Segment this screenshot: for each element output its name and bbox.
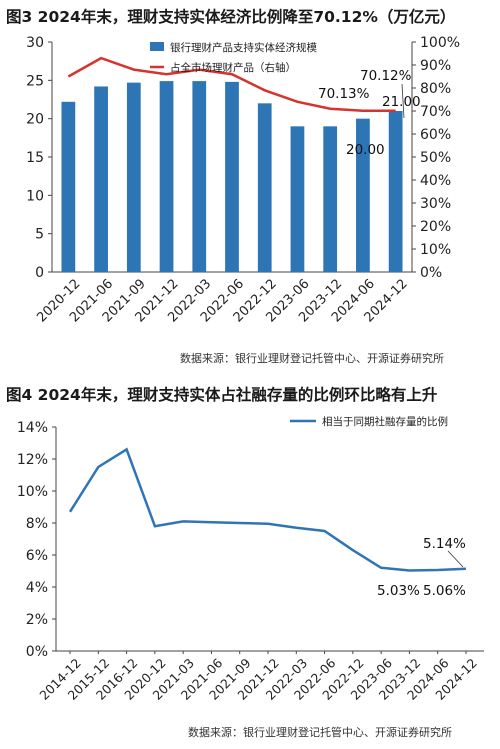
chart1-bar bbox=[126, 82, 141, 272]
annotation-20-00: 20.00 bbox=[346, 142, 385, 158]
chart1-right-tick-label: 0% bbox=[420, 265, 442, 281]
chart2-title: 图4 2024年末，理财支持实体占社融存量的比例环比略有上升 bbox=[6, 386, 438, 404]
chart2-y-tick-label: 14% bbox=[17, 420, 48, 436]
chart1-bar bbox=[159, 81, 174, 272]
annotation-70-12-leader bbox=[401, 83, 405, 119]
chart2-y-tick-label: 10% bbox=[17, 484, 48, 500]
chart1-right-tick-label: 70% bbox=[420, 104, 451, 120]
chart1-bar bbox=[257, 103, 272, 272]
chart2-y-tick-label: 6% bbox=[26, 548, 48, 564]
chart2-ratio-line bbox=[68, 447, 467, 572]
chart1-title: 图3 2024年末，理财支持实体经济比例降至70.12%（万亿元） bbox=[6, 8, 456, 26]
annotation-5-14-leader bbox=[447, 550, 464, 568]
annotation-70-12: 70.12% bbox=[360, 68, 412, 84]
chart1-legend-line-label: 占全市场理财产品（右轴） bbox=[170, 61, 296, 74]
chart1-right-tick-label: 60% bbox=[420, 127, 451, 143]
annotation-5-03: 5.03% bbox=[377, 583, 420, 599]
chart2-y-tick-label: 8% bbox=[26, 516, 48, 532]
chart1-bar bbox=[388, 111, 403, 272]
chart1-left-tick-label: 20 bbox=[26, 112, 44, 128]
chart1-bar bbox=[225, 81, 239, 272]
chart1-right-tick-label: 50% bbox=[420, 150, 451, 166]
chart1-right-tick-label: 100% bbox=[420, 35, 460, 51]
chart1-legend-bar-label: 银行理财产品支持实体经济规模 bbox=[170, 41, 317, 54]
annotation-21-00: 21.00 bbox=[382, 94, 421, 110]
chart1-bar bbox=[323, 126, 338, 272]
chart1-bar bbox=[290, 126, 305, 272]
chart1-left-tick-label: 30 bbox=[26, 35, 44, 51]
chart1-bar bbox=[94, 86, 108, 272]
chart1-bar bbox=[192, 81, 207, 272]
chart1-svg: 0 5 10 15 20 25 30 0% 10% 20% 30% 40% 50% 60% 70% 80% 90… bbox=[26, 35, 460, 325]
chart2-source: 数据来源：银行业理财登记托管中心、开源证券研究所 bbox=[188, 726, 452, 739]
chart2-legend-label: 相当于同期社融存量的比例 bbox=[322, 415, 448, 428]
chart2-y-tick-label: 0% bbox=[26, 644, 48, 660]
chart1-right-tick-label: 30% bbox=[420, 196, 451, 212]
annotation-5-14: 5.14% bbox=[423, 536, 466, 552]
chart2-y-tick-label: 4% bbox=[26, 580, 48, 596]
chart2-svg: 0%2%4%6%8%10%12%14% 2014-122015-122016-1… bbox=[17, 415, 484, 703]
chart1-right-tick-label: 20% bbox=[420, 219, 451, 235]
chart1-legend-bar-swatch bbox=[150, 42, 164, 51]
chart1-bar bbox=[356, 118, 370, 273]
chart1-left-tick-label: 0 bbox=[35, 265, 44, 281]
chart1-right-tick-label: 90% bbox=[420, 58, 451, 74]
chart1-left-tick-label: 5 bbox=[35, 227, 44, 243]
chart1-left-tick-label: 25 bbox=[26, 73, 44, 89]
chart1-left-tick-label: 15 bbox=[26, 150, 44, 166]
chart1-source: 数据来源：银行业理财登记托管中心、开源证券研究所 bbox=[180, 352, 444, 365]
annotation-70-13: 70.13% bbox=[318, 86, 370, 102]
annotation-5-06: 5.06% bbox=[423, 583, 466, 599]
chart1-right-tick-label: 80% bbox=[420, 81, 451, 97]
chart1-left-tick-label: 10 bbox=[26, 188, 44, 204]
chart1-right-tick-label: 40% bbox=[420, 173, 451, 189]
chart2-y-tick-label: 2% bbox=[26, 612, 48, 628]
chart2-y-tick-label: 12% bbox=[17, 452, 48, 468]
chart1-ratio-line bbox=[67, 56, 396, 112]
chart1-bar bbox=[61, 101, 76, 272]
chart1-right-tick-label: 10% bbox=[420, 242, 451, 258]
